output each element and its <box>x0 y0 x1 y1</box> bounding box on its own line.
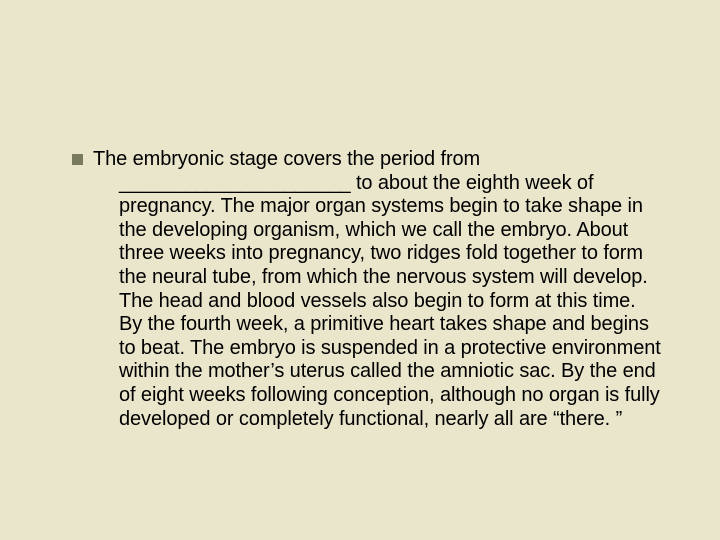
slide: The embryonic stage covers the period fr… <box>0 0 720 540</box>
body-first-line: The embryonic stage covers the period fr… <box>93 148 662 172</box>
body-rest: _____________________ to about the eight… <box>93 172 662 432</box>
body-text: The embryonic stage covers the period fr… <box>93 148 662 431</box>
bullet-block: The embryonic stage covers the period fr… <box>72 148 662 431</box>
square-bullet-icon <box>72 154 83 165</box>
